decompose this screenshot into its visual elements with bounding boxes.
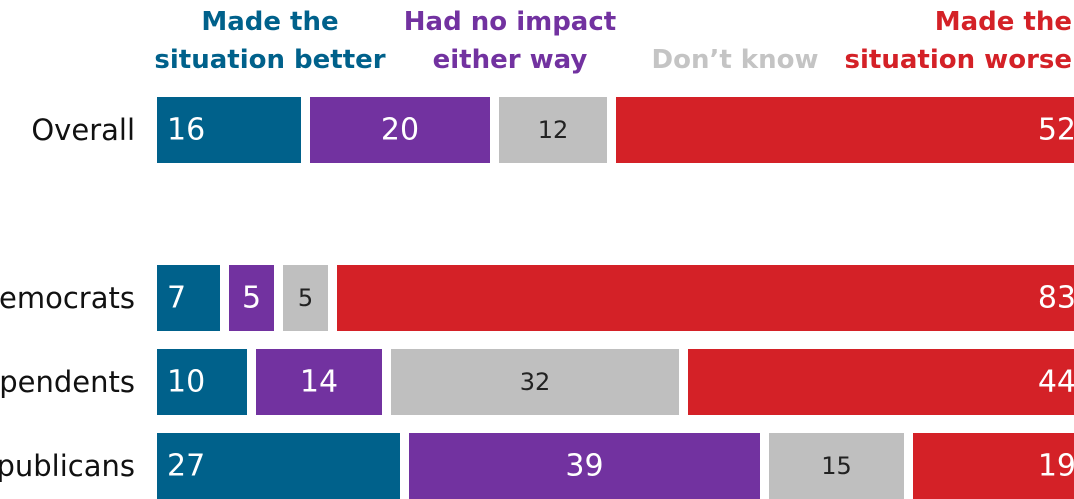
- legend-entry: Don’t know: [651, 45, 819, 75]
- bar-segment: [913, 433, 1074, 499]
- bar-segment: [157, 97, 301, 163]
- category-label: Republicans: [0, 449, 135, 483]
- legend-entry: Had no impact either way: [403, 7, 617, 75]
- bar-segment: [616, 97, 1074, 163]
- value-label: 27: [167, 449, 205, 484]
- bar-segment: [688, 349, 1074, 415]
- value-label: 5: [298, 284, 313, 312]
- category-label: Independents: [0, 365, 135, 399]
- value-label: 20: [381, 113, 419, 148]
- legend-entry: Made the situation worse: [844, 7, 1072, 75]
- value-label: 83: [1038, 281, 1074, 316]
- bar-segment: [157, 265, 220, 331]
- value-label: 52: [1038, 113, 1074, 148]
- value-label: 16: [167, 113, 205, 148]
- value-label: 32: [520, 368, 551, 396]
- bar-segment: [337, 265, 1074, 331]
- category-label: Democrats: [0, 281, 135, 315]
- value-label: 19: [1038, 449, 1074, 484]
- value-label: 7: [167, 281, 186, 316]
- value-label: 14: [300, 365, 338, 400]
- bar-segment: [310, 97, 490, 163]
- bar-segment: [499, 97, 607, 163]
- value-label: 44: [1038, 365, 1074, 400]
- value-label: 15: [821, 452, 852, 480]
- bar-segment: [409, 433, 760, 499]
- category-label: Overall: [31, 113, 135, 147]
- bar-segment: [157, 349, 247, 415]
- value-label: 39: [565, 449, 603, 484]
- bar-segment: [256, 349, 382, 415]
- bar-segment: [769, 433, 904, 499]
- value-label: 12: [538, 116, 569, 144]
- value-label: 5: [242, 281, 261, 316]
- bar-segment: [283, 265, 328, 331]
- legend-entry: Made the situation better: [154, 7, 386, 75]
- bar-segment: [229, 265, 274, 331]
- bar-segment: [157, 433, 400, 499]
- value-label: 10: [167, 365, 205, 400]
- bar-segment: [391, 349, 679, 415]
